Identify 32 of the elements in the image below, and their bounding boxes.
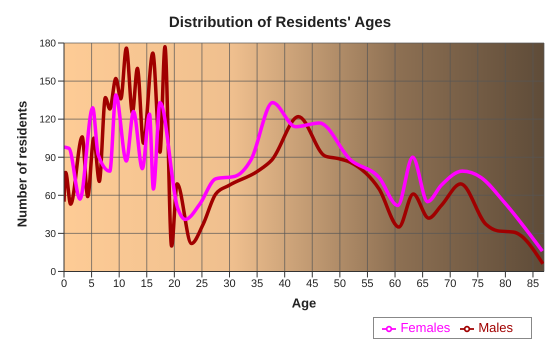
x-tick-label: 10 [113,278,126,290]
x-tick-label: 45 [306,278,318,290]
chart-title: Distribution of Residents' Ages [168,13,392,33]
x-tick-label: 85 [526,278,540,290]
x-tick-label: 60 [388,278,402,290]
y-tick-label: 180 [39,38,56,50]
x-tick-label: 25 [196,278,208,290]
y-tick-label: 120 [39,114,56,126]
x-tick-label: 80 [499,278,512,290]
y-tick-label: 90 [44,152,56,164]
legend-label: Females [400,320,450,336]
x-tick-label: 30 [223,278,236,290]
y-tick-label: 150 [39,76,56,88]
x-tick-label: 40 [278,278,291,290]
legend-label: Males [478,320,513,336]
x-tick-label: 50 [334,278,346,290]
x-tick-label: 65 [416,278,429,290]
line-series [64,45,544,266]
y-tick-label: 0 [50,266,56,278]
x-tick-label: 75 [472,278,484,290]
y-tick-label: 60 [44,190,56,202]
x-tick-label: 15 [140,278,153,290]
x-tick-label: 55 [361,278,374,290]
x-tick-label: 70 [444,278,456,290]
line-series [64,93,544,253]
x-axis-title: Age [292,295,316,310]
x-tick-label: 20 [168,278,180,290]
x-tick-label: 35 [250,278,264,290]
x-tick-label: 0 [60,278,68,290]
x-tick-label: 5 [88,278,95,290]
y-axis-title: Number of residents [14,100,30,228]
y-tick-label: 30 [44,228,56,240]
